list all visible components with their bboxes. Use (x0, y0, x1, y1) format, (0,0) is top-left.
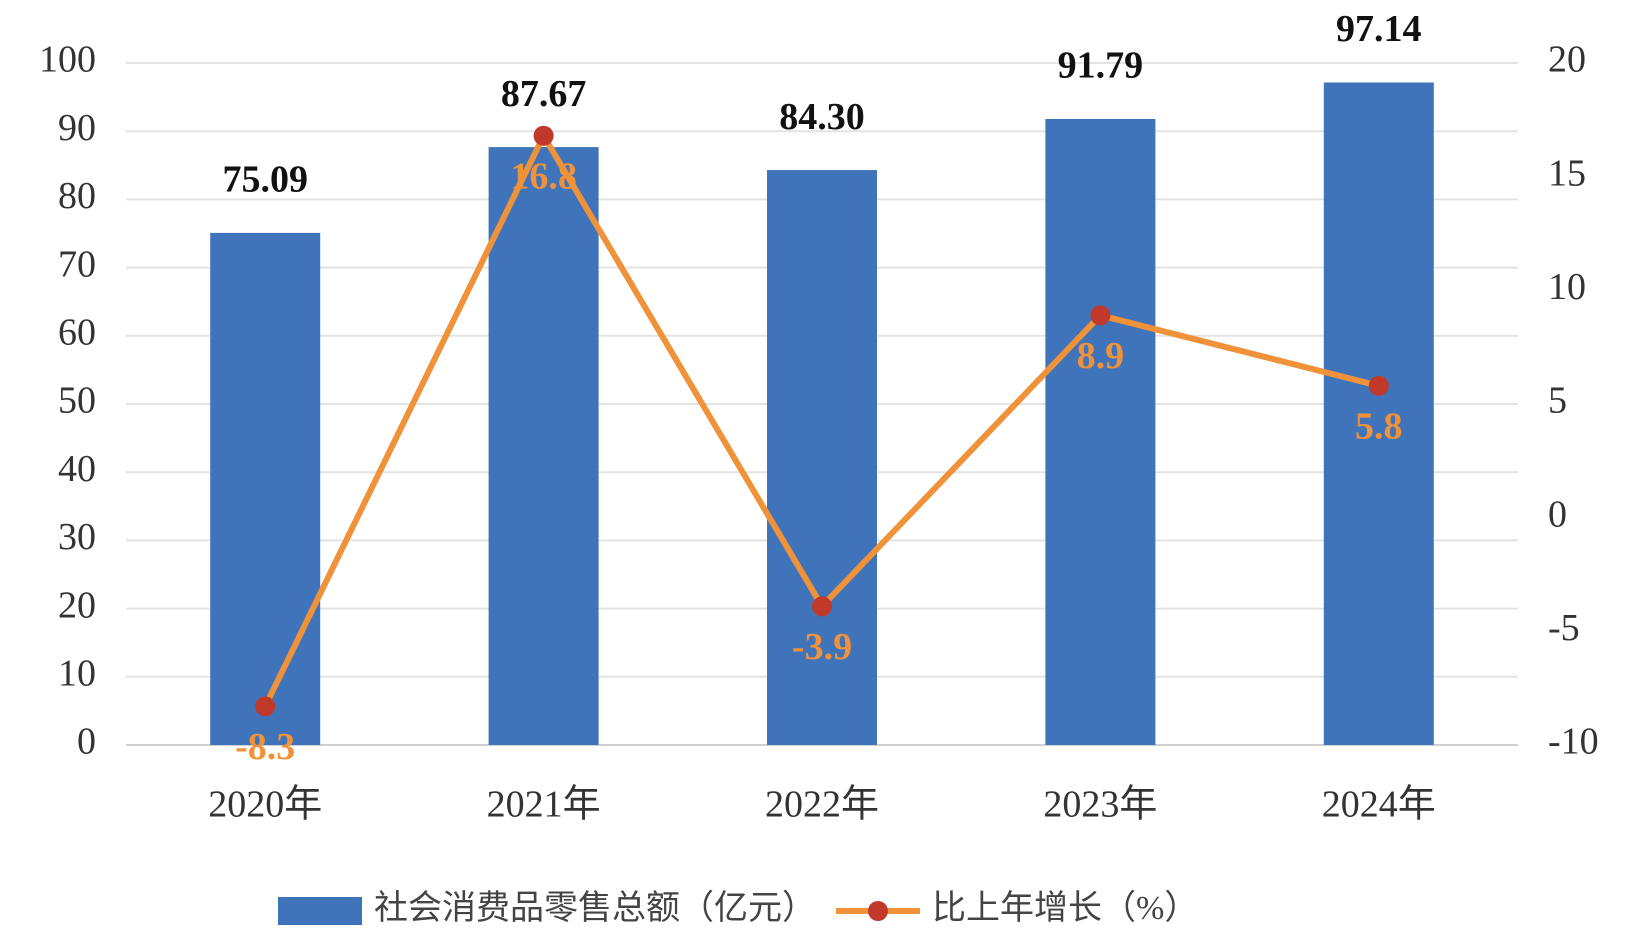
y-tick-label: 40 (58, 448, 96, 490)
bar (488, 147, 599, 746)
y-tick-label: 60 (58, 312, 96, 354)
legend-swatch (278, 897, 362, 925)
y2-tick-label: 10 (1548, 266, 1586, 308)
y-tick-label: 100 (39, 39, 96, 81)
x-tick-label: 2024年 (1322, 784, 1436, 826)
bar (1323, 82, 1434, 746)
line-marker (533, 125, 554, 146)
x-tick-label: 2022年 (765, 784, 879, 826)
legend-label: 比上年增长（%） (932, 889, 1198, 927)
x-tick-label: 2023年 (1043, 784, 1157, 826)
line-value-label: -8.3 (235, 726, 295, 768)
y2-tick-label: 15 (1548, 152, 1586, 194)
y2-tick-label: 20 (1548, 39, 1586, 81)
line-marker (1090, 305, 1111, 326)
y-tick-label: 50 (58, 380, 96, 422)
legend-marker (868, 901, 888, 921)
line-value-label: 5.8 (1355, 406, 1403, 448)
bar-value-label: 97.14 (1336, 8, 1422, 50)
y-tick-label: 0 (77, 721, 96, 763)
x-tick-label: 2020年 (208, 784, 322, 826)
bar-value-label: 75.09 (222, 159, 308, 201)
bar-value-label: 84.30 (779, 96, 865, 138)
y2-tick-label: -5 (1548, 607, 1580, 649)
line-marker (255, 696, 276, 717)
y2-tick-label: 0 (1548, 493, 1567, 535)
y-tick-label: 80 (58, 175, 96, 217)
y2-tick-label: 5 (1548, 380, 1567, 422)
line-value-label: 16.8 (510, 155, 577, 197)
line-marker (812, 596, 832, 617)
line-value-label: 8.9 (1077, 335, 1125, 377)
bar (767, 170, 877, 746)
line-value-label: -3.9 (792, 626, 852, 668)
y-tick-label: 90 (58, 107, 96, 149)
legend-label: 社会消费品零售总额（亿元） (374, 889, 816, 927)
bar-value-label: 91.79 (1058, 45, 1144, 87)
bar (210, 232, 321, 745)
y-tick-label: 70 (58, 243, 96, 285)
line-marker (1368, 375, 1389, 396)
y-tick-label: 30 (58, 516, 96, 558)
y-tick-label: 20 (58, 584, 96, 626)
y-tick-label: 10 (58, 653, 96, 695)
y2-tick-label: -10 (1548, 721, 1599, 763)
x-tick-label: 2021年 (487, 784, 601, 826)
bar (1045, 118, 1156, 746)
bar-value-label: 87.67 (501, 73, 587, 115)
